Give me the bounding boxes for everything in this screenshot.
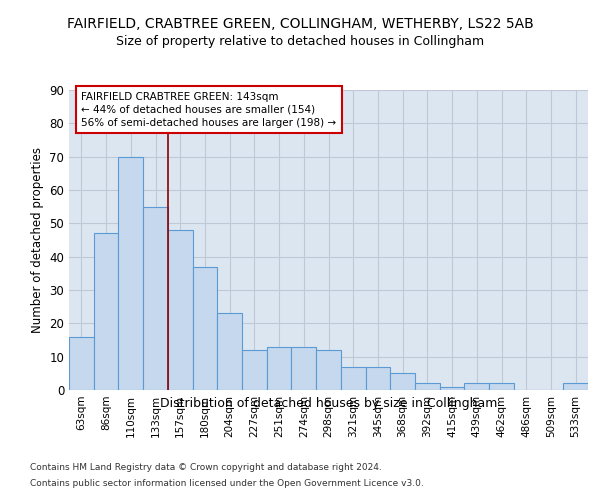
Bar — [341, 366, 365, 390]
Bar — [563, 384, 588, 390]
Text: Size of property relative to detached houses in Collingham: Size of property relative to detached ho… — [116, 35, 484, 48]
Bar — [292, 346, 316, 390]
Bar — [94, 234, 118, 390]
Bar — [168, 230, 193, 390]
Text: Distribution of detached houses by size in Collingham: Distribution of detached houses by size … — [160, 398, 497, 410]
Bar — [489, 384, 514, 390]
Bar — [415, 384, 440, 390]
Bar — [193, 266, 217, 390]
Text: Contains public sector information licensed under the Open Government Licence v3: Contains public sector information licen… — [30, 479, 424, 488]
Bar — [464, 384, 489, 390]
Text: FAIRFIELD CRABTREE GREEN: 143sqm
← 44% of detached houses are smaller (154)
56% : FAIRFIELD CRABTREE GREEN: 143sqm ← 44% o… — [82, 92, 337, 128]
Bar — [118, 156, 143, 390]
Text: Contains HM Land Registry data © Crown copyright and database right 2024.: Contains HM Land Registry data © Crown c… — [30, 462, 382, 471]
Bar — [143, 206, 168, 390]
Bar — [69, 336, 94, 390]
Bar — [365, 366, 390, 390]
Bar — [242, 350, 267, 390]
Bar — [267, 346, 292, 390]
Bar — [316, 350, 341, 390]
Text: FAIRFIELD, CRABTREE GREEN, COLLINGHAM, WETHERBY, LS22 5AB: FAIRFIELD, CRABTREE GREEN, COLLINGHAM, W… — [67, 18, 533, 32]
Bar — [440, 386, 464, 390]
Bar — [217, 314, 242, 390]
Y-axis label: Number of detached properties: Number of detached properties — [31, 147, 44, 333]
Bar — [390, 374, 415, 390]
